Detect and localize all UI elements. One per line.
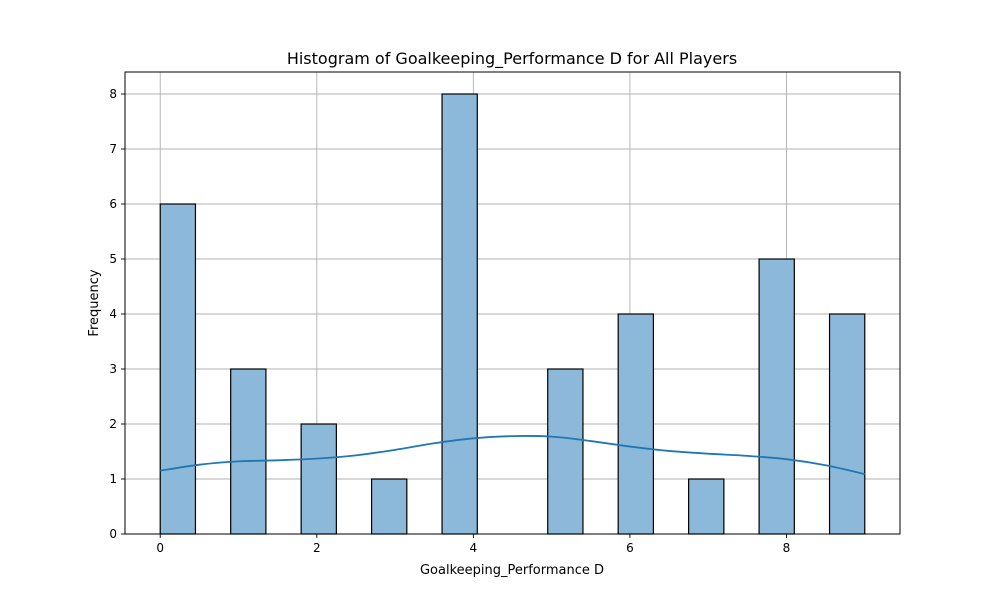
x-tick-label: 8	[783, 541, 791, 555]
histogram-bar	[370, 478, 408, 535]
y-tick-label: 0	[109, 527, 117, 541]
chart-title: Histogram of Goalkeeping_Performance D f…	[287, 49, 737, 69]
y-tick-label: 1	[109, 472, 117, 486]
x-tick-label: 4	[470, 541, 478, 555]
histogram-bar	[159, 203, 197, 535]
histogram-bar	[441, 93, 478, 535]
y-tick-label: 7	[109, 142, 117, 156]
x-axis-label: Goalkeeping_Performance D	[420, 563, 604, 578]
plot-frame	[124, 71, 901, 535]
histogram-bar	[828, 313, 866, 535]
y-tick-label: 6	[109, 197, 117, 211]
y-tick-label: 4	[109, 307, 117, 321]
kde-curve-group	[160, 435, 865, 475]
x-tick-label: 0	[156, 541, 164, 555]
y-tick-label: 5	[109, 252, 117, 266]
histogram-bar	[758, 258, 795, 535]
y-tick-label: 2	[109, 417, 117, 431]
histogram-bar	[688, 478, 725, 535]
histogram-bar	[617, 313, 655, 535]
x-tick-label: 6	[626, 541, 634, 555]
histogram-bar	[547, 368, 584, 535]
histogram-bar	[230, 368, 267, 535]
histogram-bar	[300, 423, 337, 535]
y-tick-label: 3	[109, 362, 117, 376]
y-axis-label: Frequency	[87, 269, 102, 336]
axis-ticks: 0 2 4 6 8 0 1 2 3 4 5 6 7 8	[109, 87, 790, 555]
y-tick-label: 8	[109, 87, 117, 101]
kde-curve	[160, 435, 865, 475]
x-tick-label: 2	[313, 541, 321, 555]
histogram-bars	[159, 93, 866, 535]
